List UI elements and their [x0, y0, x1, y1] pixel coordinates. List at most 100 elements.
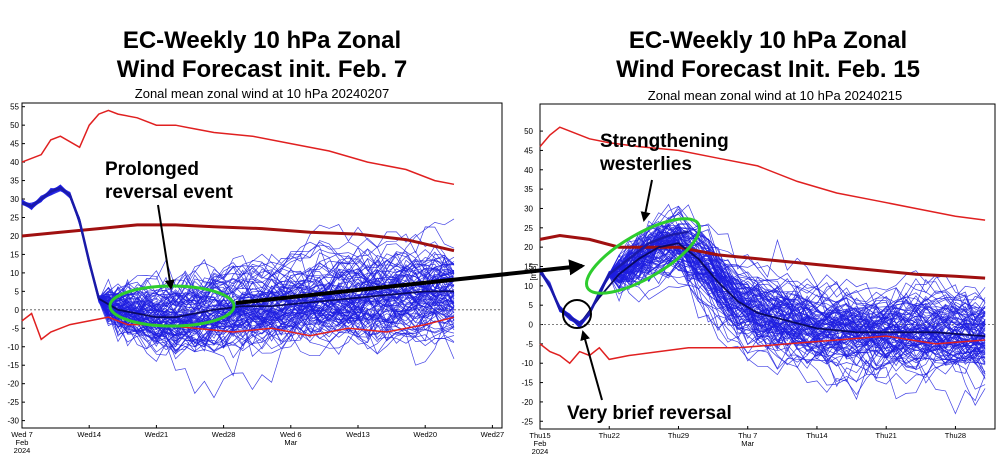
chart-0-xtick-0-line-0: Wed 7 — [11, 430, 33, 439]
chart-0-xtick-5-line-0: Wed13 — [346, 430, 370, 439]
chart-left-annotation-arrow — [157, 204, 175, 290]
chart-1-xtick-2-line-0: Thu29 — [668, 431, 689, 440]
chart-right-reversal-arrow — [580, 330, 603, 401]
chart-right-subtitle: Zonal mean zonal wind at 10 hPa 20240215 — [648, 88, 902, 103]
chart-1-ytick-6: 5 — [529, 301, 534, 310]
chart-right-y-axis: -25 -20 -15 -10 -5 0 5 10 15 20 25 30 35 40 45 50 — [521, 127, 995, 426]
chart-right-title-line2: Wind Forecast Init. Feb. 15 — [616, 56, 920, 83]
chart-0-ytick-8: 10 — [10, 269, 19, 278]
chart-1-xtick-4-line-0: Thu14 — [806, 431, 827, 440]
chart-right-ensemble-mean — [578, 242, 986, 337]
chart-0-ytick-2: -20 — [7, 380, 19, 389]
chart-0-initial-line — [21, 186, 101, 300]
chart-1-ytick-12: 35 — [524, 185, 533, 194]
chart-left-title-line1: EC-Weekly 10 hPa Zonal — [123, 27, 401, 54]
chart-1-clim-max — [539, 126, 986, 221]
chart-0-ytick-0: -30 — [7, 417, 19, 426]
chart-right-annotation-westerlies-line1: Strengthening — [600, 131, 729, 152]
chart-0-ytick-7: 5 — [15, 287, 20, 296]
chart-1-ytick-7: 10 — [524, 282, 533, 291]
chart-1-ensemble-member-87 — [539, 250, 986, 336]
chart-1-ensemble-member-80 — [539, 205, 986, 365]
chart-0-ytick-4: -10 — [7, 343, 19, 352]
chart-left-plot-frame — [21, 102, 503, 429]
chart-1-ensemble-member-89 — [539, 218, 986, 341]
chart-1-ensemble-member-96 — [539, 230, 986, 360]
chart-0-ytick-6: 0 — [15, 306, 20, 315]
chart-1-ytick-13: 40 — [524, 166, 533, 175]
chart-left-initial — [21, 186, 101, 300]
chart-1-initial-line — [538, 230, 689, 327]
chart-0-ytick-9: 15 — [10, 250, 19, 259]
chart-1-xtick-1-line-0: Thu22 — [599, 431, 620, 440]
chart-0-ytick-5: -5 — [12, 324, 20, 333]
chart-1-ytick-9: 20 — [524, 243, 533, 252]
chart-0-clim-max — [21, 109, 455, 186]
chart-1-ytick-5: 0 — [529, 321, 534, 330]
chart-1-ensemble-member-74 — [539, 231, 986, 382]
chart-1-xtick-0-line-0: Thu15 — [529, 431, 550, 440]
chart-1-ytick-2: -15 — [521, 379, 533, 388]
chart-1-xtick-0-line-2: 2024 — [532, 447, 549, 456]
chart-1-ensemble-member-99 — [539, 248, 986, 334]
chart-0-xtick-0-line-2: 2024 — [14, 446, 31, 455]
chart-0-ytick-12: 30 — [10, 195, 19, 204]
chart-left-title-line2: Wind Forecast init. Feb. 7 — [117, 56, 407, 83]
chart-0-ytick-3: -15 — [7, 361, 19, 370]
chart-1-ensemble-member-83 — [539, 224, 986, 340]
chart-1-ytick-4: -5 — [526, 340, 534, 349]
chart-left: EC-Weekly 10 hPa Zonal Wind Forecast ini… — [7, 27, 504, 455]
chart-left-ensemble — [21, 184, 455, 399]
chart-0-xtick-1-line-0: Wed14 — [77, 430, 101, 439]
chart-left-annotation-line2: reversal event — [105, 182, 233, 203]
chart-1-xtick-0-line-1: Feb — [534, 439, 547, 448]
connector-arrow — [235, 259, 586, 305]
chart-0-ytick-15: 45 — [10, 140, 19, 149]
chart-0-ytick-14: 40 — [10, 158, 19, 167]
chart-right-title-line1: EC-Weekly 10 hPa Zonal — [629, 27, 907, 54]
chart-right-annotation-westerlies-line2: westerlies — [599, 154, 692, 175]
chart-0-xtick-7-line-0: Wed27 — [481, 430, 505, 439]
chart-0-ytick-17: 55 — [10, 103, 19, 112]
chart-right-plot-frame — [539, 103, 996, 430]
chart-0-xtick-3-line-0: Wed28 — [212, 430, 236, 439]
chart-right-reversal-circle — [562, 299, 592, 329]
chart-1-ytick-11: 30 — [524, 204, 533, 213]
chart-0-xtick-6-line-0: Wed20 — [413, 430, 437, 439]
chart-1-mean-line — [578, 242, 986, 337]
chart-left-y-axis: -30 -25 -20 -15 -10 -5 0 5 10 15 20 25 30 35 40 45 50 55 — [7, 103, 502, 426]
chart-right-ensemble — [539, 203, 986, 415]
chart-0-clim-mean — [21, 223, 455, 253]
chart-0-mean-line — [98, 290, 454, 319]
chart-1-ensemble-member-90 — [539, 270, 986, 390]
chart-0-xtick-4-line-1: Mar — [284, 438, 297, 447]
chart-right-westerlies-ellipse — [584, 217, 702, 295]
chart-1-xtick-3-line-0: Thu 7 — [738, 431, 757, 440]
chart-1-ytick-10: 25 — [524, 224, 533, 233]
chart-0-ytick-13: 35 — [10, 177, 19, 186]
chart-1-ytick-15: 50 — [524, 127, 533, 136]
chart-right: EC-Weekly 10 hPa Zonal Wind Forecast Ini… — [521, 27, 996, 456]
chart-right-westerlies-arrow — [640, 179, 653, 222]
chart-1-clim-mean — [539, 233, 986, 280]
chart-1-xtick-6-line-0: Thu28 — [945, 431, 966, 440]
chart-0-ytick-11: 25 — [10, 213, 19, 222]
chart-right-climatology — [539, 126, 986, 365]
chart-0-ytick-1: -25 — [7, 398, 19, 407]
chart-1-ytick-14: 45 — [524, 146, 533, 155]
chart-0-xtick-0-line-1: Feb — [16, 438, 29, 447]
chart-1-ytick-3: -10 — [521, 359, 533, 368]
chart-1-ytick-8: 15 — [524, 263, 533, 272]
chart-1-ytick-0: -25 — [521, 417, 533, 426]
chart-1-ytick-1: -20 — [521, 398, 533, 407]
chart-1-xtick-3-line-1: Mar — [741, 439, 754, 448]
chart-0-ytick-10: 20 — [10, 232, 19, 241]
chart-1-clim-min — [539, 335, 986, 365]
chart-left-subtitle: Zonal mean zonal wind at 10 hPa 20240207 — [135, 86, 389, 101]
chart-left-annotation-line1: Prolonged — [105, 159, 199, 180]
chart-right-annotation-reversal: Very brief reversal — [567, 403, 732, 424]
chart-right-initial — [538, 230, 689, 327]
